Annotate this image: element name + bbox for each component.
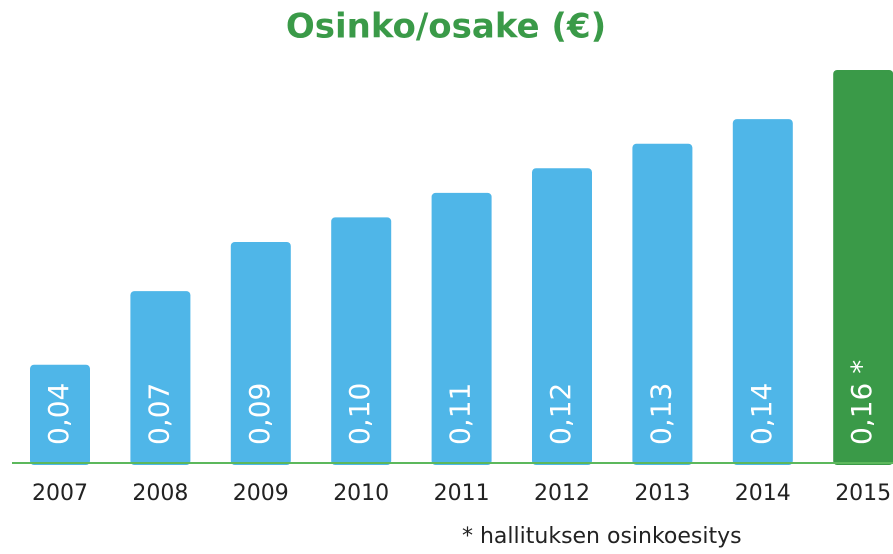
x-tick-label: 2014: [735, 481, 791, 506]
bar-value-label: 0,11: [444, 383, 477, 445]
x-tick-label: 2008: [132, 481, 188, 506]
bar: [30, 364, 90, 465]
x-tick-label: 2013: [634, 481, 690, 506]
bar-value-label: 0,16 *: [845, 360, 878, 445]
bar-value-label: 0,09: [243, 383, 276, 445]
chart-title: Osinko/osake (€): [286, 7, 606, 47]
bar: [833, 70, 893, 465]
bar: [431, 192, 492, 465]
x-tick-label: 2011: [434, 481, 490, 506]
bar-value-label: 0,13: [644, 383, 677, 445]
bar-value-label: 0,04: [42, 383, 75, 445]
bar: [732, 119, 793, 465]
bar: [632, 143, 693, 465]
bar-value-label: 0,07: [142, 383, 175, 445]
footnote: * hallituksen osinkoesitys: [462, 524, 742, 549]
x-tick-label: 2012: [534, 481, 590, 506]
x-tick-label: 2015: [835, 481, 891, 506]
bar-value-label: 0,14: [745, 383, 778, 445]
bar: [230, 241, 291, 465]
bar-value-label: 0,12: [544, 383, 577, 445]
x-tick-label: 2010: [333, 481, 389, 506]
bar-value-label: 0,10: [343, 383, 376, 445]
x-tick-label: 2007: [32, 481, 88, 506]
bar: [130, 291, 191, 465]
bar: [532, 168, 592, 465]
x-tick-label: 2009: [233, 481, 289, 506]
bar: [331, 217, 392, 465]
